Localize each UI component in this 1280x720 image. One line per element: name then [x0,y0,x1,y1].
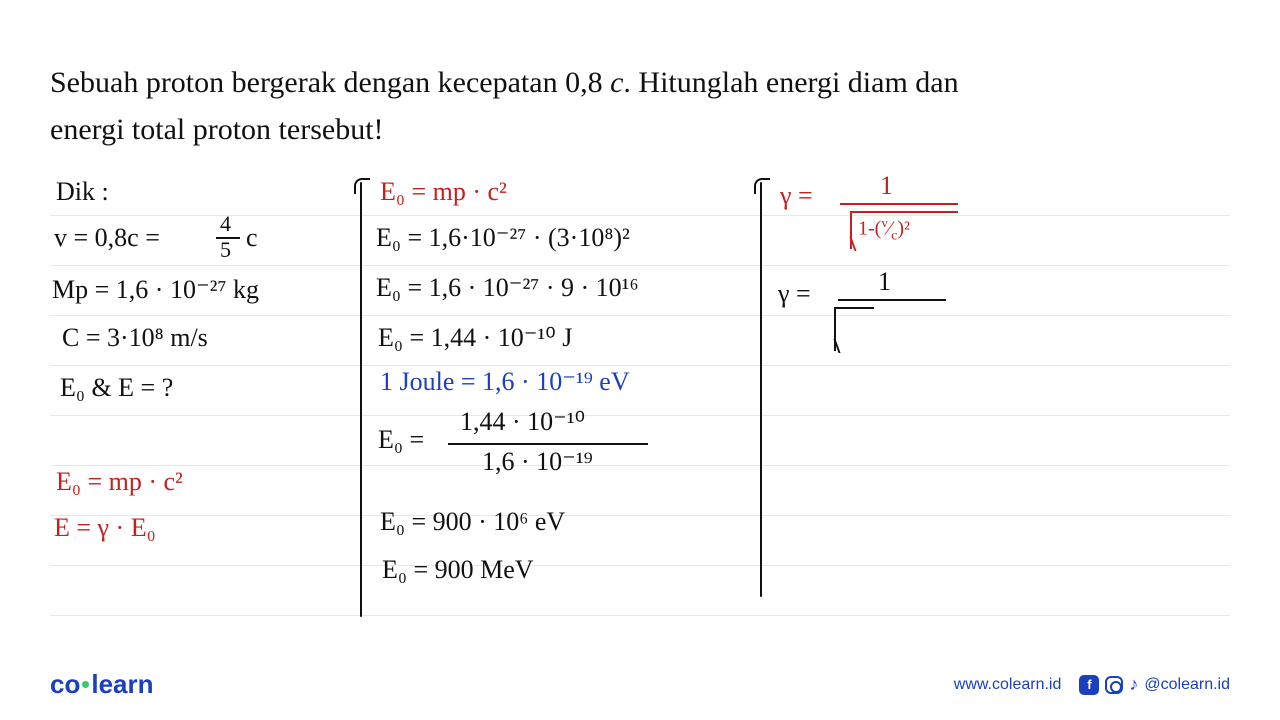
ruled-line [50,465,1230,466]
col1-e: E = γ · E₀ [54,513,156,543]
col2-l5: 1 Joule = 1,6 · 10⁻¹⁹ eV [380,367,630,397]
col1-frac-top: 4 [220,211,231,237]
col2-l6-bot: 1,6 · 10⁻¹⁹ [482,447,593,477]
ruled-line [50,415,1230,416]
col2-l7: E₀ = 900 · 10⁶ eV [380,507,565,537]
divider-2 [760,182,762,597]
col3-l1-bot: 1-(v⁄c)² [858,215,910,245]
footer-right: www.colearn.id f ♪ @colearn.id [954,674,1230,695]
divider-1 [360,182,362,617]
col3-l1-top: 1 [880,171,893,201]
problem-line1-a: Sebuah proton bergerak dengan kecepatan … [50,66,610,99]
col2-l4: E₀ = 1,44 · 10⁻¹⁰ J [378,323,572,353]
col1-v-tail: c [246,223,258,253]
col1-q: E₀ & E = ? [60,373,173,403]
ruled-line [50,315,1230,316]
tiktok-icon: ♪ [1129,674,1138,695]
col2-l8: E₀ = 900 MeV [382,555,534,585]
ruled-line [50,565,1230,566]
brand-logo: colearn [50,669,154,700]
col3-l1-pre: γ = [780,181,813,211]
instagram-icon [1105,676,1123,694]
col1-dik: Dik : [56,177,109,207]
facebook-icon: f [1079,675,1099,695]
col2-l1: E₀ = mp · c² [380,177,507,207]
ruled-line [50,615,1230,616]
col3-sqrt2 [834,307,874,351]
col1-v: v = 0,8c = [54,223,160,253]
col1-frac-bot: 5 [220,237,231,263]
col2-l6-top: 1,44 · 10⁻¹⁰ [460,407,585,437]
col3-l2-bar [838,299,946,301]
col3-l2-top: 1 [878,267,891,297]
col1-e0: E₀ = mp · c² [56,467,183,497]
ruled-line [50,265,1230,266]
page: Sebuah proton bergerak dengan kecepatan … [0,0,1280,720]
problem-line2: energi total proton tersebut! [50,113,384,146]
ruled-line [50,515,1230,516]
brand-part1: co [50,669,80,699]
col2-l3: E₀ = 1,6 · 10⁻²⁷ · 9 · 10¹⁶ [376,273,639,303]
brand-dot-icon [82,681,89,688]
ruled-line [50,365,1230,366]
footer: colearn www.colearn.id f ♪ @colearn.id [0,669,1280,700]
col2-l6-pre: E₀ = [378,425,424,455]
col1-c: C = 3·10⁸ m/s [62,323,208,353]
col1-v-pre: v = 0,8c = [54,223,160,252]
col3-l1-bar [840,203,958,205]
lined-work-area: Dik : v = 0,8c = 4 5 c Mp = 1,6 · 10⁻²⁷ … [50,167,1230,617]
col1-mp: Mp = 1,6 · 10⁻²⁷ kg [52,275,259,305]
social-icons: f ♪ @colearn.id [1079,674,1230,695]
problem-line1-b: . Hitunglah energi diam dan [623,66,958,99]
col2-l2: E₀ = 1,6·10⁻²⁷ · (3·10⁸)² [376,223,630,253]
footer-url: www.colearn.id [954,676,1062,694]
social-handle: @colearn.id [1144,676,1230,694]
problem-c: c [610,66,623,99]
problem-text: Sebuah proton bergerak dengan kecepatan … [50,60,1230,153]
brand-part2: learn [91,669,153,699]
col3-l2-pre: γ = [778,279,811,309]
col2-l6-bar [448,443,648,445]
